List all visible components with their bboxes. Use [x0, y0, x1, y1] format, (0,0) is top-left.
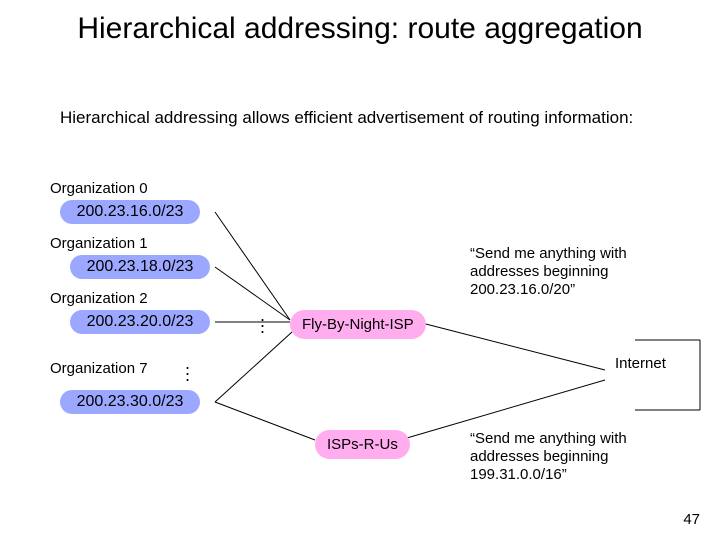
org-1-addr: 200.23.18.0/23 [70, 255, 210, 279]
org-2-addr: 200.23.20.0/23 [70, 310, 210, 334]
subtitle: Hierarchical addressing allows efficient… [60, 108, 660, 128]
org-7-label: Organization 7 [50, 360, 148, 377]
org-7-addr: 200.23.30.0/23 [60, 390, 200, 414]
org-1-label: Organization 1 [50, 235, 148, 252]
org-0-addr: 200.23.16.0/23 [60, 200, 200, 224]
isp-fly-by-night: Fly-By-Night-ISP [290, 310, 426, 339]
org-0-label: Organization 0 [50, 180, 148, 197]
speech-bottom: “Send me anything with addresses beginni… [470, 430, 640, 484]
speech-top: “Send me anything with addresses beginni… [470, 245, 640, 299]
internet-label: Internet [615, 355, 666, 372]
isp-isps-r-us: ISPs-R-Us [315, 430, 410, 459]
page-title: Hierarchical addressing: route aggregati… [0, 12, 720, 47]
vdots-orgs: ... [185, 360, 190, 378]
vdots-links: ... [260, 312, 265, 330]
org-2-label: Organization 2 [50, 290, 148, 307]
page-number: 47 [683, 511, 700, 528]
